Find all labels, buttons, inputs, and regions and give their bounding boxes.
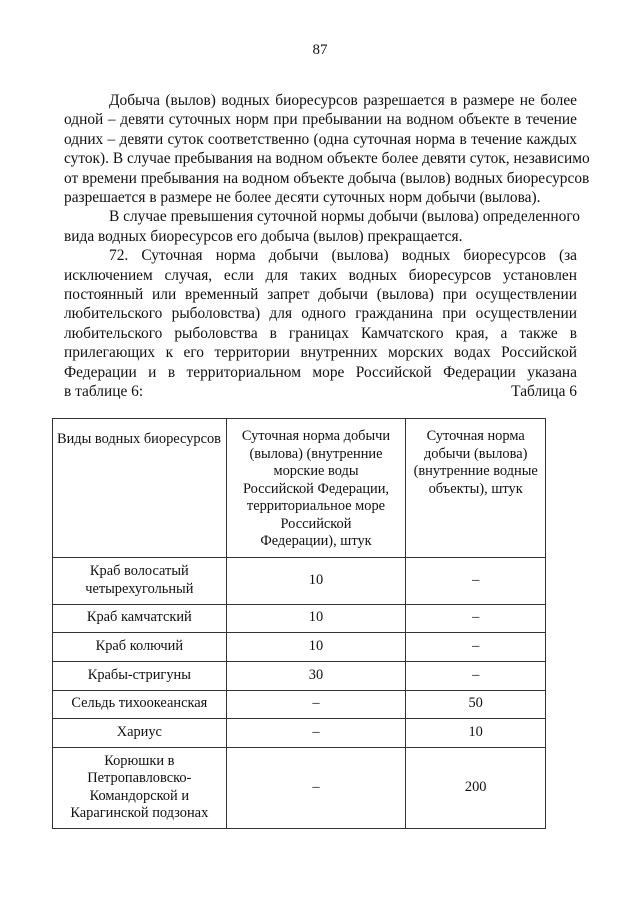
species-cell: Корюшки в Петропавловско-Командорской и … <box>52 746 227 829</box>
paragraph-line: Федерации и в территориальном море Росси… <box>64 363 577 381</box>
body-text: Добыча (вылов) водных биоресурсов разреш… <box>64 91 590 402</box>
table-row: Крабы-стригуны 30– <box>52 660 546 691</box>
sea-norm-cell: 10 <box>225 603 407 633</box>
header-inland-norm: Суточная норма добычи (вылова) (внутренн… <box>405 418 546 558</box>
paragraph-line: одних – девяти суток соответственно (одн… <box>64 130 577 148</box>
inland-norm-cell: 50 <box>405 689 546 719</box>
paragraph-line: разрешается в размере не более десяти су… <box>64 189 541 207</box>
table-row: Корюшки в Петропавловско-Командорской и … <box>52 746 546 829</box>
inland-norm-cell: 200 <box>405 746 546 829</box>
inland-norm-cell: – <box>405 631 546 662</box>
table-header-row: Виды водных биоресурсов Суточная норма д… <box>52 418 546 558</box>
sea-norm-cell: 10 <box>225 631 407 662</box>
species-cell: Сельдь тихоокеанская <box>52 689 227 719</box>
paragraph-line: любительского рыболовства в границах Кам… <box>64 324 577 342</box>
table-row: Сельдь тихоокеанская –50 <box>52 689 546 719</box>
inland-norm-cell: 10 <box>405 717 546 748</box>
sea-norm-cell: – <box>225 717 407 748</box>
paragraph-line: постоянный или временный запрет добычи (… <box>64 286 577 304</box>
species-cell: Крабы-стригуны <box>52 660 227 691</box>
species-cell: Краб камчатский <box>52 603 227 633</box>
sea-norm-cell: 10 <box>225 556 407 605</box>
paragraph-line: в таблице 6: <box>64 383 144 401</box>
table-row: Хариус –10 <box>52 717 546 748</box>
table-caption: Таблица 6 <box>511 383 577 400</box>
paragraph-line: любительского рыболовства) для одного гр… <box>64 305 577 323</box>
paragraph-line: В случае превышения суточной нормы добыч… <box>109 208 580 226</box>
table-row: Краб колючий 10– <box>52 631 546 662</box>
species-cell: Краб колючий <box>52 631 227 662</box>
sea-norm-cell: – <box>225 746 407 829</box>
page-number: 87 <box>312 42 328 58</box>
species-cell: Краб волосатый четырехугольный <box>52 556 227 605</box>
paragraph-line: 72. Суточная норма добычи (вылова) водны… <box>109 247 577 265</box>
paragraph-line: исключением случая, если для таких водны… <box>64 266 577 284</box>
paragraph-line: от времени пребывания на водном объекте … <box>64 169 590 187</box>
sea-norm-cell: 30 <box>225 660 407 691</box>
inland-norm-cell: – <box>405 660 546 691</box>
paragraph-line: суток). В случае пребывания на водном об… <box>64 150 590 168</box>
paragraph-line: Добыча (вылов) водных биоресурсов разреш… <box>109 92 577 109</box>
header-species: Виды водных биоресурсов <box>52 418 227 558</box>
inland-norm-cell: – <box>405 603 546 633</box>
catch-norms-table: Виды водных биоресурсов Суточная норма д… <box>52 418 546 829</box>
table-row: Краб камчатский 10– <box>52 603 546 633</box>
paragraph-line: одной – девяти суточных норм при пребыва… <box>64 111 577 129</box>
species-cell: Хариус <box>52 717 227 748</box>
header-sea-norm: Суточная норма добычи (вылова) (внутренн… <box>225 418 407 558</box>
sea-norm-cell: – <box>225 689 407 719</box>
paragraph-line: вида водных биоресурсов его добыча (выло… <box>64 227 463 245</box>
paragraph-line: прилегающих к его территории внутренних … <box>64 344 577 362</box>
inland-norm-cell: – <box>405 556 546 605</box>
table-row: Краб волосатый четырехугольный 10– <box>52 556 546 605</box>
